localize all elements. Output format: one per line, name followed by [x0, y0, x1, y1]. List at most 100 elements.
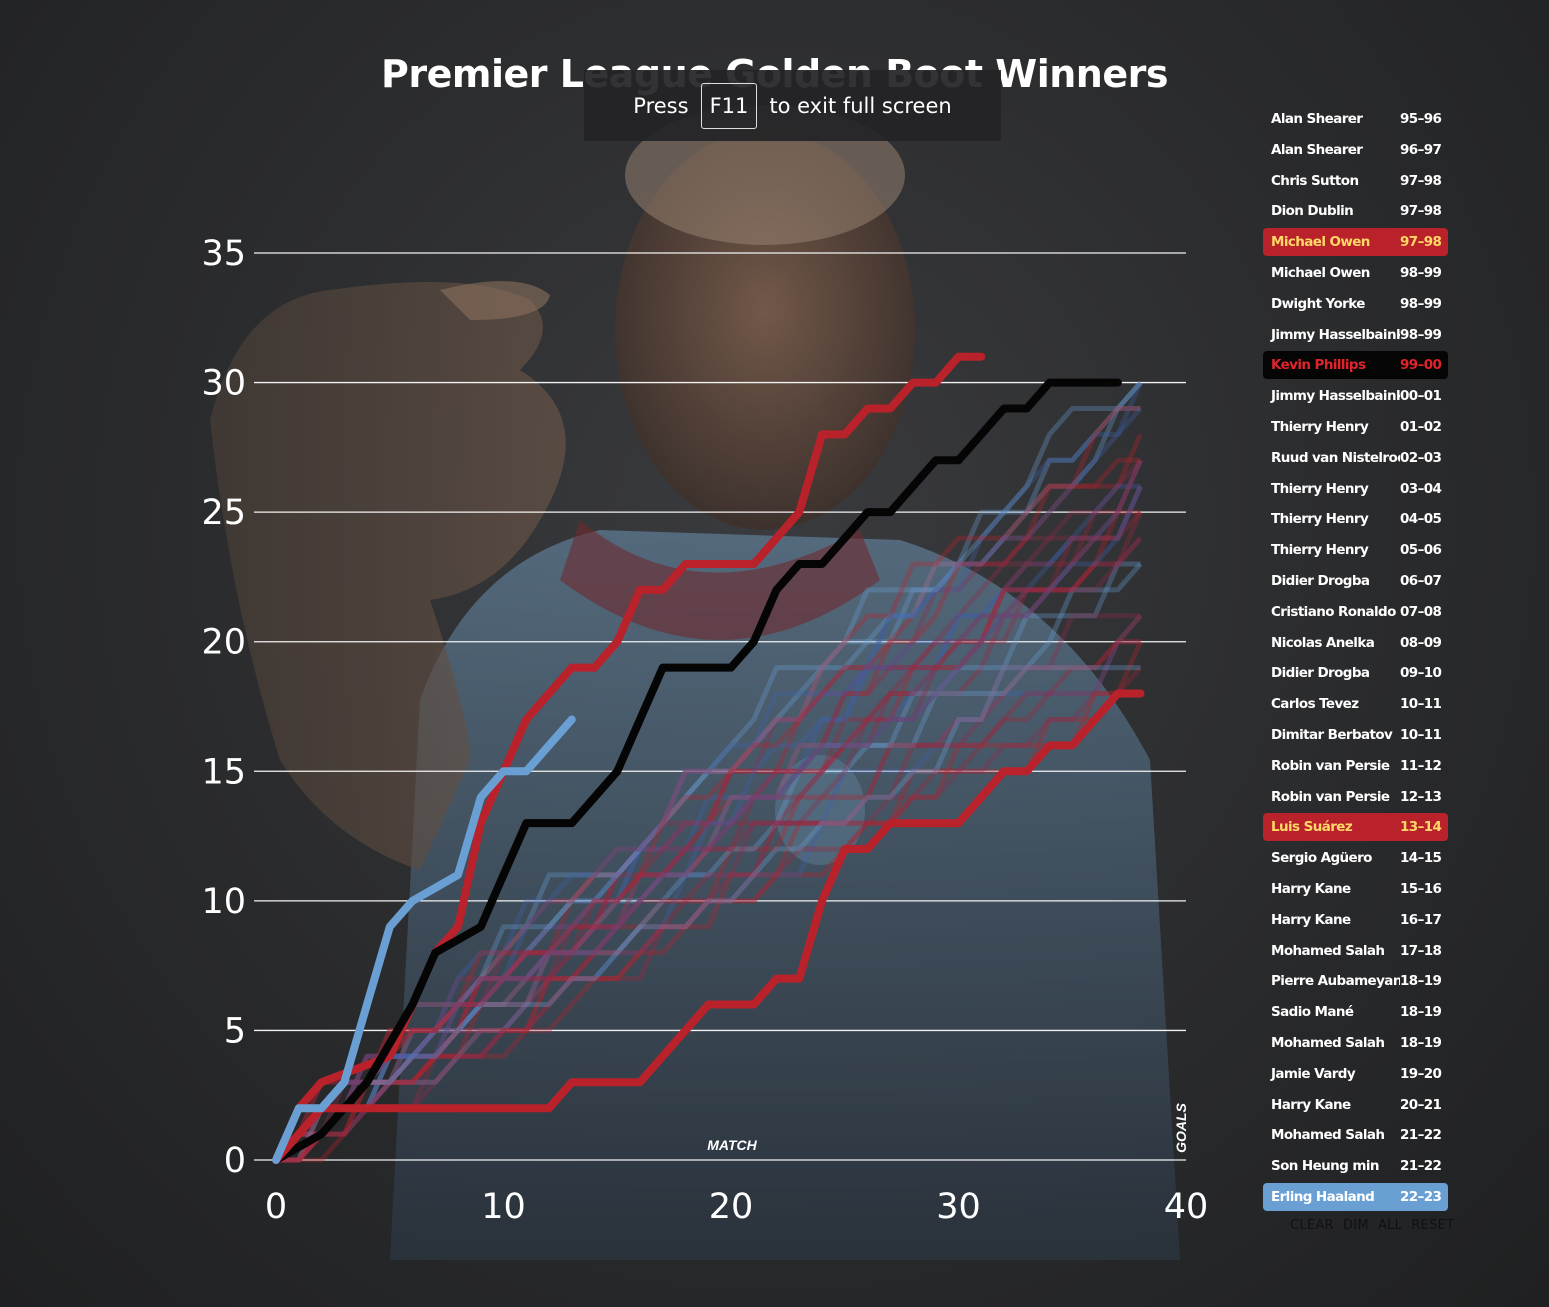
legend-item[interactable]: Mohamed Salah 21–22: [1263, 1121, 1448, 1149]
legend-season: 15–16: [1400, 880, 1442, 897]
legend-player-name: Nicolas Anelka: [1271, 634, 1375, 651]
x-axis-label: MATCH: [707, 1137, 757, 1153]
legend-season: 00–01: [1400, 388, 1442, 405]
legend-season: 21–22: [1400, 1158, 1442, 1175]
y-tick-label: 0: [224, 1141, 246, 1181]
dimmed-season-line: [276, 457, 1141, 1163]
dimmed-season-line: [274, 562, 1143, 1162]
dimmed-season-line: [274, 509, 1141, 1162]
legend-item[interactable]: Kevin Phillips 99–00: [1263, 351, 1448, 380]
legend-item[interactable]: Thierry Henry 03–04: [1263, 475, 1448, 503]
legend-item[interactable]: Jamie Vardy 19–20: [1263, 1060, 1448, 1088]
legend-item[interactable]: Dimitar Berbatov 10–11: [1263, 721, 1448, 749]
dim-button[interactable]: DIM: [1342, 1218, 1369, 1233]
legend-item[interactable]: Chris Sutton 97–98: [1263, 167, 1448, 195]
legend-item[interactable]: Mohamed Salah 17–18: [1263, 937, 1448, 965]
legend-player-name: Didier Drogba: [1271, 665, 1370, 682]
legend-item[interactable]: Erling Haaland 22–23: [1263, 1182, 1448, 1211]
legend-item[interactable]: Pierre Aubameyang 18–19: [1263, 967, 1448, 995]
legend-season: 05–06: [1400, 542, 1442, 559]
legend-season: 12–13: [1400, 788, 1442, 805]
legend-player-name: Pierre Aubameyang: [1271, 973, 1400, 990]
legend-item[interactable]: Michael Owen 97–98: [1263, 228, 1448, 257]
legend-item[interactable]: Thierry Henry 05–06: [1263, 536, 1448, 564]
legend-player-name: Harry Kane: [1271, 1096, 1351, 1113]
y-tick-label: 10: [201, 882, 246, 922]
dimmed-season-line: [273, 485, 1143, 1162]
dimmed-season-line: [276, 640, 1143, 1163]
y-tick-label: 20: [201, 623, 246, 663]
legend-player-name: Mohamed Salah: [1271, 1127, 1385, 1144]
legend-player-name: Carlos Tevez: [1271, 696, 1359, 713]
y-axis-label: GOALS: [1173, 1102, 1189, 1152]
y-tick-label: 5: [224, 1011, 246, 1051]
y-tick-label: 35: [201, 234, 246, 274]
legend-player-name: Alan Shearer: [1271, 141, 1363, 158]
legend-item[interactable]: Jimmy Hasselbaink 00–01: [1263, 382, 1448, 410]
legend-player-name: Luis Suárez: [1271, 819, 1353, 836]
legend-item[interactable]: Harry Kane 20–21: [1263, 1091, 1448, 1119]
legend-item[interactable]: Thierry Henry 04–05: [1263, 505, 1448, 533]
legend-item[interactable]: Cristiano Ronaldo 07–08: [1263, 598, 1448, 626]
x-tick-label: 20: [709, 1187, 754, 1227]
legend-item[interactable]: Nicolas Anelka 08–09: [1263, 629, 1448, 657]
dimmed-season-line: [276, 406, 1141, 1163]
legend-controls: CLEAR DIM ALL RESET: [1290, 1218, 1454, 1233]
legend-player-name: Harry Kane: [1271, 911, 1351, 928]
legend-season: 03–04: [1400, 480, 1442, 497]
legend-item[interactable]: Dion Dublin 97–98: [1263, 197, 1448, 225]
legend-item[interactable]: Harry Kane 15–16: [1263, 875, 1448, 903]
legend-item[interactable]: Robin van Persie 12–13: [1263, 783, 1448, 811]
clear-button[interactable]: CLEAR: [1290, 1218, 1334, 1233]
legend-item[interactable]: Sadio Mané 18–19: [1263, 998, 1448, 1026]
legend-item[interactable]: Didier Drogba 09–10: [1263, 659, 1448, 687]
legend-season: 22–23: [1400, 1188, 1442, 1205]
legend-item[interactable]: Mohamed Salah 18–19: [1263, 1029, 1448, 1057]
legend-season: 98–99: [1400, 295, 1442, 312]
legend-season: 99–00: [1400, 357, 1442, 374]
legend-item[interactable]: Harry Kane 16–17: [1263, 906, 1448, 934]
legend-season: 10–11: [1400, 726, 1442, 743]
series-line-phillips: [272, 378, 1122, 1164]
legend-item[interactable]: Michael Owen 98–99: [1263, 259, 1448, 287]
fullscreen-notice-suffix: to exit full screen: [769, 93, 952, 118]
legend-player-name: Thierry Henry: [1271, 418, 1369, 435]
legend-player-name: Thierry Henry: [1271, 511, 1369, 528]
legend-item[interactable]: Luis Suárez 13–14: [1263, 813, 1448, 842]
y-tick-label: 15: [201, 752, 246, 792]
dimmed-season-line: [274, 691, 1141, 1162]
legend-item[interactable]: Robin van Persie 11–12: [1263, 752, 1448, 780]
dimmed-season-line: [276, 536, 1143, 1163]
dimmed-season-line: [274, 381, 1143, 1162]
legend-item[interactable]: Jimmy Hasselbaink 98–99: [1263, 321, 1448, 349]
legend-item[interactable]: Dwight Yorke 98–99: [1263, 290, 1448, 318]
legend-season: 16–17: [1400, 911, 1442, 928]
legend-player-name: Dimitar Berbatov: [1271, 726, 1393, 743]
legend-item[interactable]: Alan Shearer 95–96: [1263, 105, 1448, 133]
legend-item[interactable]: Ruud van Nistelrooy 02–03: [1263, 444, 1448, 472]
y-tick-label: 25: [201, 493, 246, 533]
legend-player-name: Jamie Vardy: [1271, 1065, 1356, 1082]
legend-season: 08–09: [1400, 634, 1442, 651]
legend-season: 21–22: [1400, 1127, 1442, 1144]
dimmed-season-line: [274, 485, 1143, 1162]
all-button[interactable]: ALL: [1377, 1218, 1403, 1233]
legend-item[interactable]: Carlos Tevez 10–11: [1263, 690, 1448, 718]
legend-item[interactable]: Thierry Henry 01–02: [1263, 413, 1448, 441]
legend-season: 11–12: [1400, 757, 1442, 774]
reset-button[interactable]: RESET: [1411, 1218, 1455, 1233]
legend-player-name: Ruud van Nistelrooy: [1271, 449, 1400, 466]
legend-season: 04–05: [1400, 511, 1442, 528]
legend-item[interactable]: Didier Drogba 06–07: [1263, 567, 1448, 595]
legend-item[interactable]: Sergio Agüero 14–15: [1263, 844, 1448, 872]
legend-item[interactable]: Alan Shearer 96–97: [1263, 136, 1448, 164]
dimmed-season-line: [276, 483, 1141, 1163]
legend-item[interactable]: Son Heung min 21–22: [1263, 1152, 1448, 1180]
legend-player-name: Mohamed Salah: [1271, 942, 1385, 959]
legend-player-name: Jimmy Hasselbaink: [1271, 326, 1400, 343]
legend-season: 97–98: [1400, 203, 1442, 220]
dimmed-season-line: [274, 510, 1143, 1162]
legend-player-name: Thierry Henry: [1271, 542, 1369, 559]
dimmed-season-line: [274, 485, 1143, 1162]
